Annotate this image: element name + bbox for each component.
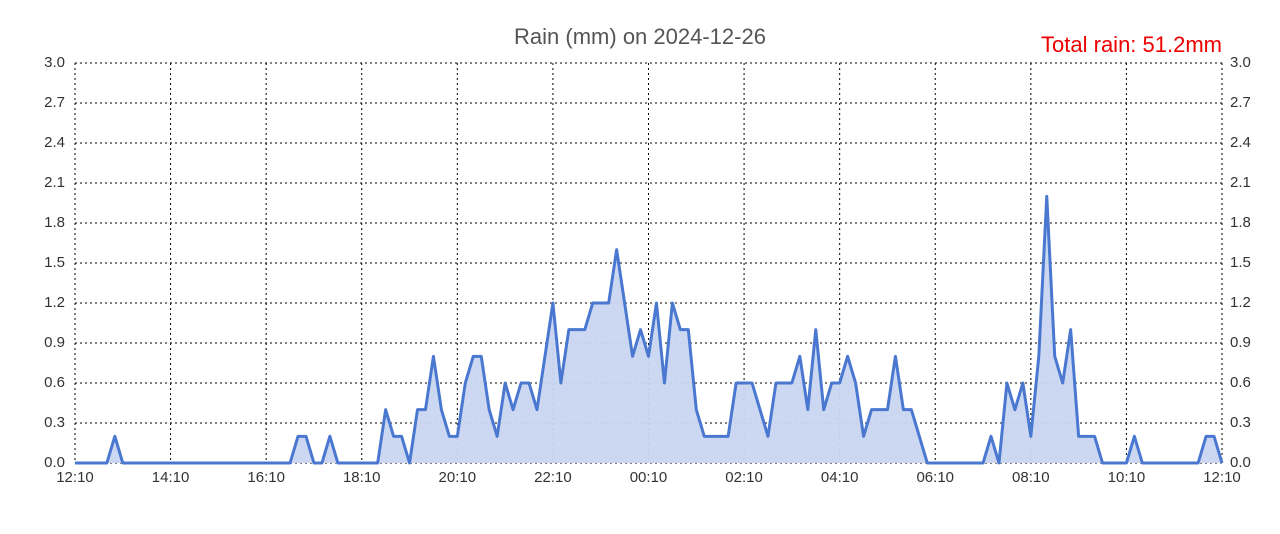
x-tick-label: 04:10: [821, 469, 859, 486]
annotation: Total rain: 51.2mm: [1041, 32, 1222, 57]
y-tick-label: 2.7: [44, 94, 65, 111]
y2-tick-label: 0.6: [1230, 374, 1251, 391]
area-fill: [75, 196, 1222, 464]
y-tick-label: 2.4: [44, 134, 65, 151]
chart-title: Rain (mm) on 2024-12-26: [514, 24, 766, 49]
y2-tick-label: 2.4: [1230, 134, 1251, 151]
y2-tick-label: 2.7: [1230, 94, 1251, 111]
x-tick-label: 16:10: [247, 469, 285, 486]
y2-tick-label: 2.1: [1230, 174, 1251, 191]
line: [75, 194, 1224, 465]
y-tick-label: 3.0: [44, 54, 65, 71]
y-tick-label: 0.3: [44, 414, 65, 431]
x-tick-label: 08:10: [1012, 469, 1050, 486]
y2-tick-label: 1.2: [1230, 294, 1251, 311]
x-tick-label: 18:10: [343, 469, 381, 486]
y2-tick-label: 1.8: [1230, 214, 1251, 231]
y-tick-label: 2.1: [44, 174, 65, 191]
y2-tick-label: 1.5: [1230, 254, 1251, 271]
x-tick-label: 10:10: [1108, 469, 1146, 486]
y-tick-label: 0.6: [44, 374, 65, 391]
x-tick-label: 06:10: [916, 469, 954, 486]
y2-tick-label: 3.0: [1230, 54, 1251, 71]
y-tick-label: 1.5: [44, 254, 65, 271]
x-tick-label: 02:10: [725, 469, 763, 486]
x-tick-label: 14:10: [152, 469, 190, 486]
y2-tick-label: 0.3: [1230, 414, 1251, 431]
y2-tick-label: 0.0: [1230, 454, 1251, 471]
y-tick-label: 0.9: [44, 334, 65, 351]
x-tick-label: 22:10: [534, 469, 572, 486]
x-tick-label: 12:10: [56, 469, 94, 486]
x-tick-label: 12:10: [1203, 469, 1241, 486]
x-tick-label: 00:10: [630, 469, 668, 486]
y2-tick-label: 0.9: [1230, 334, 1251, 351]
y-tick-label: 0.0: [44, 454, 65, 471]
y-tick-label: 1.2: [44, 294, 65, 311]
y-tick-label: 1.8: [44, 214, 65, 231]
x-tick-label: 20:10: [439, 469, 477, 486]
